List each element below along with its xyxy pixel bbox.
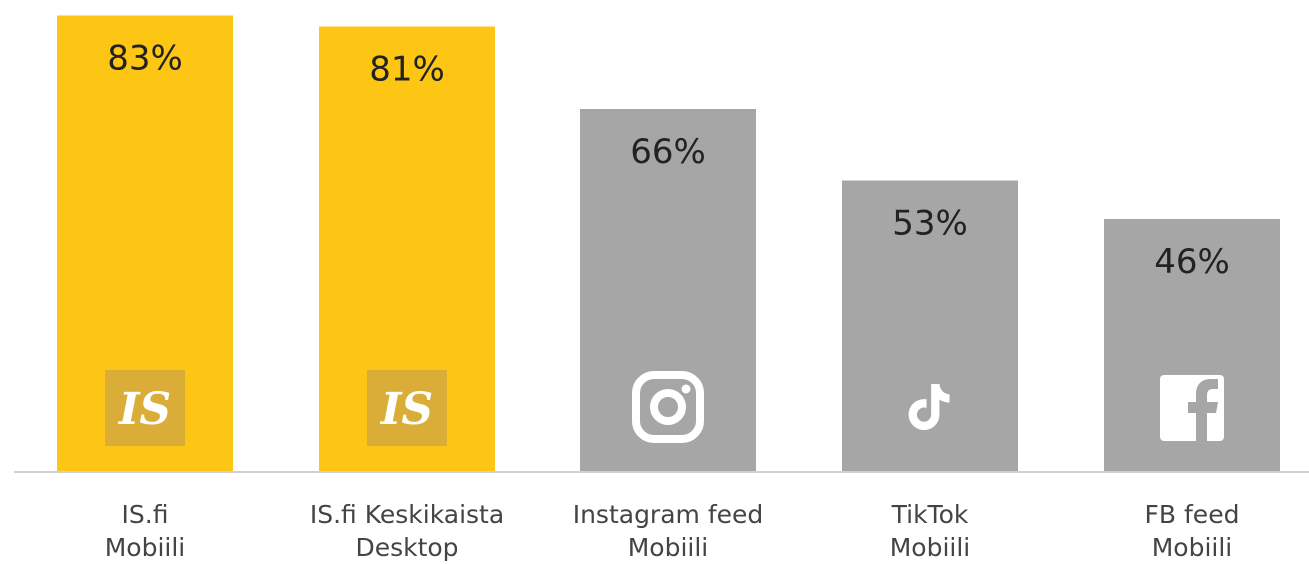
data-label: 81% [369, 50, 445, 90]
category-label: TikTok Mobiili [890, 500, 971, 562]
is-logo-background [105, 370, 185, 446]
category-labels: IS.fi Mobiili IS.fi Keskikaista Desktop Inst… [105, 500, 1240, 562]
category-label-line2: Mobiili [890, 533, 971, 562]
category-label-line1: FB feed [1145, 500, 1240, 529]
bar-group: 46% [1104, 219, 1280, 472]
category-label-line1: Instagram feed [573, 500, 764, 529]
bars-layer: 83% IS 81% IS 66% 53% 46% [57, 15, 1280, 472]
bar-group: 81% IS [319, 26, 495, 472]
is-logo-text: IS [379, 384, 433, 435]
data-label: 53% [892, 204, 968, 244]
category-label: IS.fi Keskikaista Desktop [310, 500, 504, 562]
tiktok-icon [908, 384, 950, 430]
category-label: IS.fi Mobiili [105, 500, 186, 562]
category-label-line2: Desktop [355, 533, 458, 562]
category-label-line2: Mobiili [628, 533, 709, 562]
is-logo-text: IS [117, 384, 171, 435]
data-label: 83% [107, 39, 183, 79]
category-label-line1: TikTok [891, 500, 969, 529]
is-logo-background [367, 370, 447, 446]
facebook-icon [1160, 375, 1224, 441]
category-label-line1: IS.fi [122, 500, 169, 529]
bar-group: 83% IS [57, 15, 233, 472]
instagram-icon [632, 371, 704, 443]
category-label-line2: Mobiili [105, 533, 186, 562]
bar-group: 66% [580, 109, 756, 472]
category-label-line1: IS.fi Keskikaista [310, 500, 504, 529]
category-label-line2: Mobiili [1152, 533, 1233, 562]
bar [580, 109, 756, 472]
data-label: 66% [630, 132, 706, 172]
is-logo-icon: IS [105, 370, 185, 446]
bar-group: 53% [842, 180, 1018, 472]
is-logo-icon: IS [367, 370, 447, 446]
category-label: Instagram feed Mobiili [573, 500, 764, 562]
data-label: 46% [1154, 242, 1230, 282]
category-label: FB feed Mobiili [1145, 500, 1240, 562]
